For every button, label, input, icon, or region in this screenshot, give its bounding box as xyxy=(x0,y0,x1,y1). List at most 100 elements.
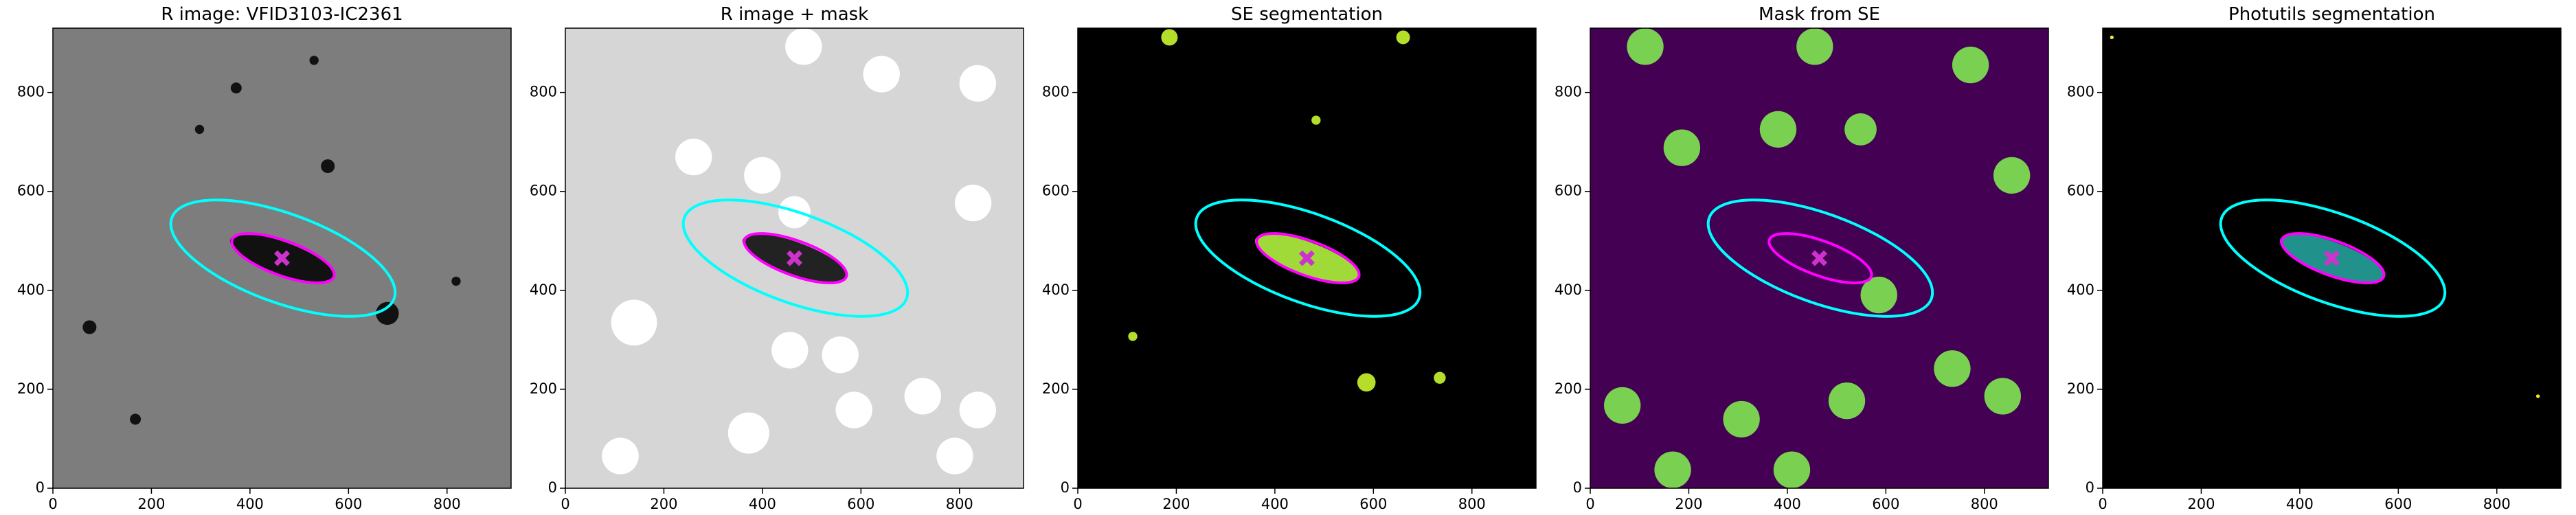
source-blob xyxy=(2535,394,2540,398)
aperture-ellipse xyxy=(1767,232,1873,284)
source-blob xyxy=(82,320,97,334)
y-tick-label: 0 xyxy=(548,479,557,496)
x-tick-label: 0 xyxy=(1585,496,1594,512)
source-blob xyxy=(863,56,900,93)
y-tick-label: 400 xyxy=(530,282,557,298)
source-blob xyxy=(727,412,769,454)
source-blob xyxy=(959,391,996,428)
source-blob xyxy=(602,437,639,474)
source-blob xyxy=(1984,378,2021,415)
x-tick-label: 800 xyxy=(433,496,461,512)
y-tick-label: 0 xyxy=(36,479,45,496)
source-blob xyxy=(1952,46,1989,84)
source-blob xyxy=(1796,28,1833,65)
y-tick-label: 0 xyxy=(1573,479,1582,496)
axes-frame xyxy=(52,27,512,489)
y-tick-label: 800 xyxy=(2067,84,2094,100)
source-blob xyxy=(1654,451,1691,488)
x-tick-label: 400 xyxy=(2286,496,2314,512)
panel-title: R image + mask xyxy=(721,4,869,25)
y-tick-label: 400 xyxy=(1042,282,1070,298)
source-blob xyxy=(1723,400,1760,438)
y-tick-label: 800 xyxy=(530,84,557,100)
source-blob xyxy=(451,276,461,286)
source-blob xyxy=(835,391,872,428)
source-blob xyxy=(1434,371,1446,384)
source-blob xyxy=(1161,29,1178,46)
source-blob xyxy=(309,56,319,65)
y-tick-label: 200 xyxy=(1555,380,1582,397)
source-blob xyxy=(1663,129,1701,166)
x-tick-label: 800 xyxy=(1971,496,1998,512)
panel: Mask from SE 0 200 400 600 800 0 200 400 600 800 xyxy=(1555,4,2049,512)
panel: Photutils segmentation 0 200 400 600 800 0 200 4… xyxy=(2067,4,2562,512)
x-tick-label: 800 xyxy=(2483,496,2511,512)
y-tick-label: 600 xyxy=(1042,183,1070,199)
source-blob xyxy=(1934,350,1971,387)
x-tick-label: 400 xyxy=(1774,496,1801,512)
center-marker xyxy=(274,250,290,266)
source-blob xyxy=(1828,382,1866,420)
y-tick-label: 0 xyxy=(1061,479,1070,496)
y-tick-label: 800 xyxy=(17,84,45,100)
source-blob xyxy=(1860,276,1897,314)
x-tick-label: 600 xyxy=(1359,496,1387,512)
source-blob xyxy=(230,82,242,94)
source-blob xyxy=(376,301,399,325)
x-tick-label: 0 xyxy=(561,496,569,512)
source-blob xyxy=(675,138,712,176)
source-blob xyxy=(130,413,142,425)
center-marker xyxy=(1811,250,1827,266)
y-tick-label: 600 xyxy=(17,183,45,199)
source-blob xyxy=(1357,373,1376,392)
aperture-ellipse xyxy=(230,232,336,284)
source-blob xyxy=(1128,332,1138,341)
source-blob xyxy=(954,184,992,222)
x-tick-label: 200 xyxy=(2187,496,2215,512)
source-blob xyxy=(1604,387,1641,424)
axes-frame xyxy=(1590,27,2049,489)
y-tick-label: 600 xyxy=(2067,183,2094,199)
x-tick-label: 800 xyxy=(1458,496,1486,512)
y-tick-label: 400 xyxy=(17,282,45,298)
aperture-ellipse xyxy=(1706,198,1934,318)
panel-title: Mask from SE xyxy=(1759,4,1880,25)
panel: SE segmentation 0 200 400 600 800 0 200 400 600 80… xyxy=(1042,4,1537,512)
source-blob xyxy=(785,28,822,65)
source-blob xyxy=(611,299,657,346)
aperture-ellipse xyxy=(2219,198,2447,318)
x-tick-label: 400 xyxy=(236,496,264,512)
source-blob xyxy=(1396,30,1410,45)
aperture-ellipse xyxy=(2280,232,2386,284)
source-blob xyxy=(822,336,859,374)
x-tick-label: 600 xyxy=(2384,496,2412,512)
center-marker xyxy=(787,250,802,266)
source-blob xyxy=(744,157,781,194)
y-tick-label: 400 xyxy=(1555,282,1582,298)
source-blob xyxy=(936,437,973,474)
x-tick-label: 200 xyxy=(1675,496,1702,512)
source-blob xyxy=(1773,451,1811,488)
x-tick-label: 0 xyxy=(48,496,57,512)
center-marker xyxy=(1299,250,1315,266)
y-tick-label: 200 xyxy=(530,380,557,397)
source-blob xyxy=(904,378,941,415)
source-blob xyxy=(321,159,335,174)
source-blob xyxy=(1844,113,1877,146)
aperture-ellipse xyxy=(1194,198,1422,318)
source-blob xyxy=(771,332,809,369)
source-blob xyxy=(194,124,205,135)
x-tick-label: 200 xyxy=(137,496,165,512)
panel-title: R image: VFID3103-IC2361 xyxy=(161,4,403,25)
x-tick-label: 200 xyxy=(650,496,677,512)
y-tick-label: 800 xyxy=(1555,84,1582,100)
x-tick-label: 800 xyxy=(946,496,973,512)
x-tick-label: 0 xyxy=(1073,496,1082,512)
x-tick-label: 400 xyxy=(749,496,776,512)
aperture-ellipse xyxy=(743,232,848,284)
y-tick-label: 400 xyxy=(2067,282,2094,298)
x-tick-label: 600 xyxy=(1872,496,1899,512)
y-tick-label: 200 xyxy=(1042,380,1070,397)
